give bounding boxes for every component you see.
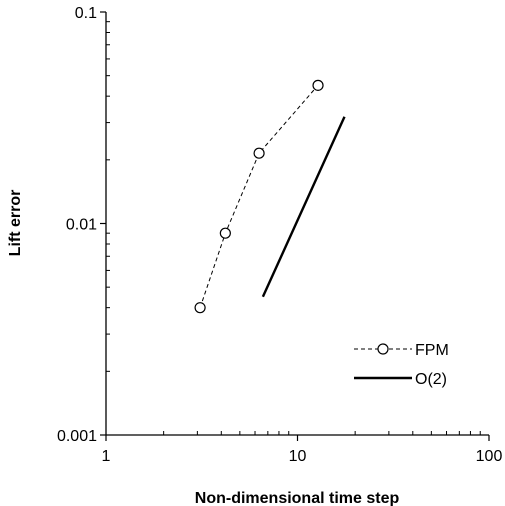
- x-tick-label: 1: [102, 448, 111, 465]
- legend-label: O(2): [415, 371, 447, 388]
- series-o2-line: [261, 116, 346, 298]
- y-axis-title: Lift error: [7, 190, 24, 257]
- legend-fpm-marker: [377, 343, 389, 355]
- legend: FPM O(2): [354, 342, 449, 388]
- x-axis-title: Non-dimensional time step: [195, 490, 400, 506]
- y-tick-label: 0.001: [57, 428, 97, 445]
- x-tick-label: 100: [476, 448, 503, 465]
- y-tick-label: 0.01: [66, 217, 97, 234]
- y-axis: 0.001 0.01 0.1: [57, 5, 110, 445]
- y-tick-label: 0.1: [75, 5, 97, 22]
- series-fpm-point: [194, 302, 206, 314]
- x-tick-label: 10: [289, 448, 307, 465]
- series-layer: [194, 79, 346, 314]
- series-fpm-point: [312, 79, 324, 91]
- x-axis: 1 10 100: [102, 431, 503, 465]
- series-fpm-point: [253, 147, 265, 159]
- legend-label: FPM: [415, 342, 449, 359]
- series-fpm-point: [219, 227, 231, 239]
- series-fpm-line: [199, 84, 319, 308]
